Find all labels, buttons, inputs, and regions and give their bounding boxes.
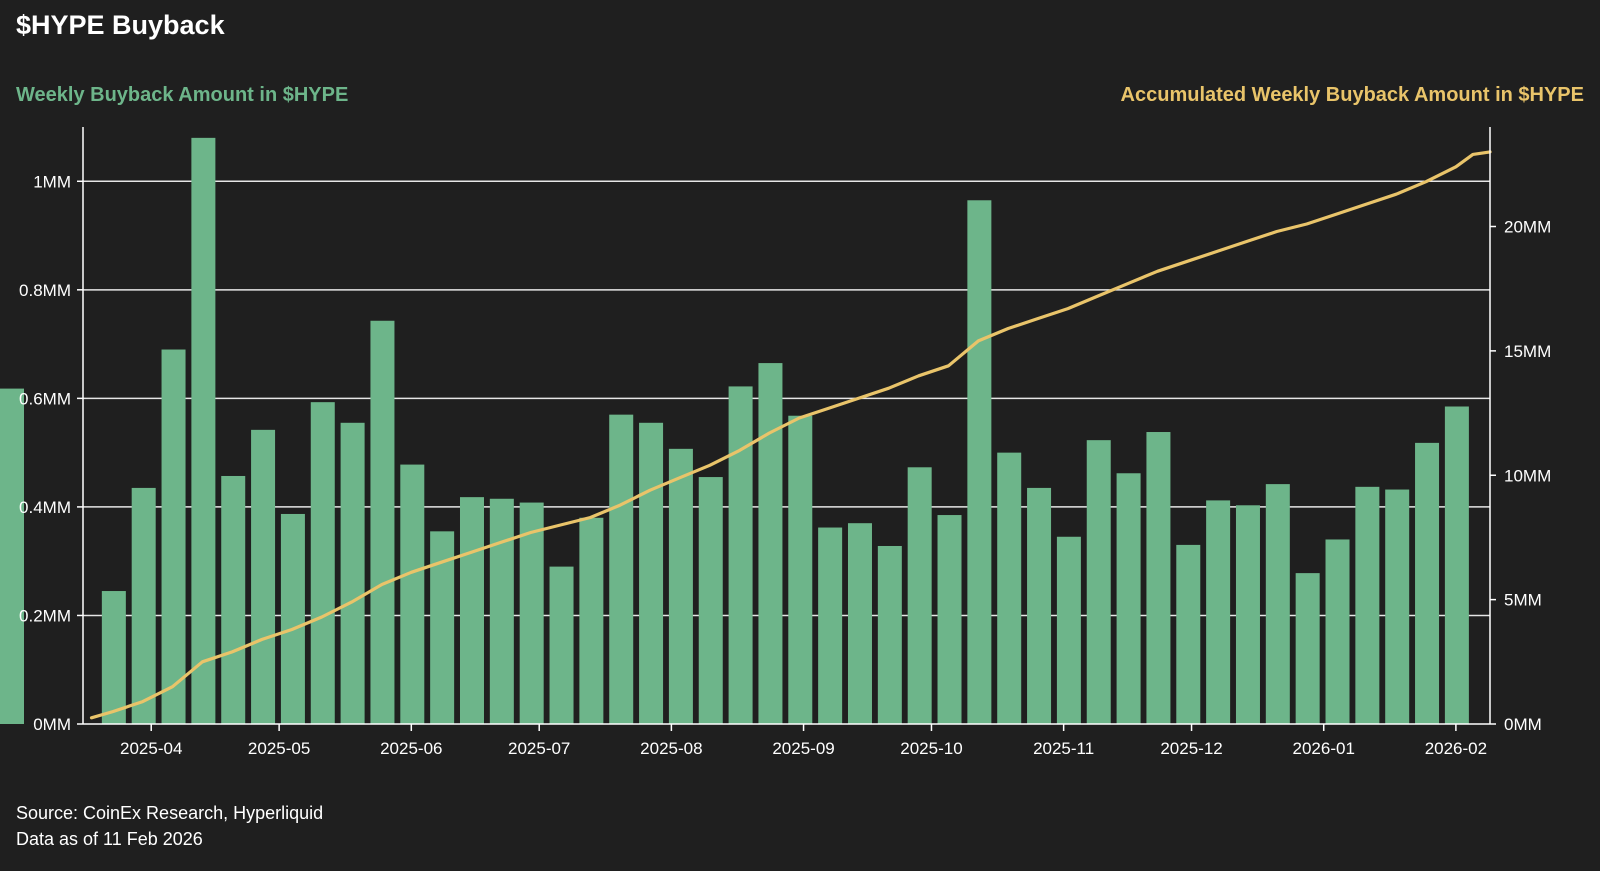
weekly-buyback-bar xyxy=(310,402,335,724)
weekly-buyback-bar xyxy=(1265,484,1290,724)
source-note: Source: CoinEx Research, Hyperliquid xyxy=(16,803,324,823)
left-axis-label: Weekly Buyback Amount in $HYPE xyxy=(16,84,349,106)
weekly-buyback-bar xyxy=(161,349,186,724)
as-of-note: Data as of 11 Feb 2026 xyxy=(16,829,203,849)
weekly-buyback-bar xyxy=(370,320,395,724)
weekly-buyback-bar xyxy=(907,467,932,724)
weekly-buyback-bar xyxy=(1444,406,1469,724)
x-tick-label: 2025-06 xyxy=(380,739,442,758)
x-tick-label: 2025-10 xyxy=(900,739,962,758)
weekly-buyback-bar xyxy=(1146,432,1171,724)
weekly-buyback-bar xyxy=(251,429,276,724)
weekly-buyback-bar xyxy=(877,545,902,724)
chart-title: $HYPE Buyback xyxy=(16,10,225,40)
weekly-buyback-bar xyxy=(0,388,24,724)
right-tick-label: 0MM xyxy=(1504,715,1542,734)
x-tick-label: 2026-01 xyxy=(1293,739,1355,758)
weekly-buyback-bar xyxy=(489,498,514,724)
weekly-buyback-bar xyxy=(280,513,305,724)
weekly-buyback-bar xyxy=(1385,489,1410,724)
right-tick-label: 10MM xyxy=(1504,466,1551,485)
weekly-buyback-bar xyxy=(1027,487,1052,724)
weekly-buyback-bar xyxy=(818,527,843,724)
weekly-buyback-bar xyxy=(1415,442,1440,724)
weekly-buyback-bar xyxy=(758,363,783,724)
weekly-buyback-bar xyxy=(1206,500,1231,724)
axis-layer: 0MM 0.2MM 0.4MM 0.6MM 0.8MM 1MM 0MM 5MM 10MM 15MM… xyxy=(19,127,1551,758)
left-tick-label: 0MM xyxy=(33,715,71,734)
weekly-buyback-bar xyxy=(1056,536,1081,724)
weekly-buyback-bar xyxy=(191,137,216,724)
left-tick-label: 0.2MM xyxy=(19,606,71,625)
footer: Source: CoinEx Research, Hyperliquid Dat… xyxy=(16,800,323,852)
left-tick-label: 0.8MM xyxy=(19,281,71,300)
x-tick-label: 2025-08 xyxy=(640,739,702,758)
weekly-buyback-bar xyxy=(967,200,992,724)
bars-layer xyxy=(0,137,1469,724)
line-layer xyxy=(89,150,1492,720)
x-tick-label: 2025-12 xyxy=(1160,739,1222,758)
weekly-buyback-bar xyxy=(340,422,365,724)
weekly-buyback-bar xyxy=(549,566,574,724)
weekly-buyback-bar xyxy=(639,422,664,724)
left-tick-label: 1MM xyxy=(33,172,71,191)
weekly-buyback-bar xyxy=(788,415,813,724)
right-tick-label: 5MM xyxy=(1504,591,1542,610)
weekly-buyback-bar xyxy=(728,386,753,724)
weekly-buyback-bar xyxy=(668,448,693,724)
weekly-buyback-bar xyxy=(847,523,872,724)
x-tick-label: 2026-02 xyxy=(1425,739,1487,758)
weekly-buyback-bar xyxy=(1355,486,1380,724)
weekly-buyback-bar xyxy=(609,414,634,724)
x-tick-label: 2025-09 xyxy=(772,739,834,758)
x-tick-label: 2025-04 xyxy=(120,739,182,758)
weekly-buyback-bar xyxy=(1176,544,1201,724)
weekly-buyback-bar xyxy=(131,487,156,724)
x-tick-label: 2025-11 xyxy=(1033,739,1094,758)
weekly-buyback-bar xyxy=(1235,505,1260,724)
right-tick-label: 15MM xyxy=(1504,342,1551,361)
weekly-buyback-bar xyxy=(519,502,544,724)
weekly-buyback-bar xyxy=(221,475,246,724)
weekly-buyback-bar xyxy=(101,591,126,724)
weekly-buyback-bar xyxy=(937,515,962,724)
left-tick-label: 0.4MM xyxy=(19,498,71,517)
weekly-buyback-bar xyxy=(1325,539,1350,724)
right-axis-label: Accumulated Weekly Buyback Amount in $HY… xyxy=(1120,84,1584,106)
x-tick-label: 2025-07 xyxy=(508,739,570,758)
weekly-buyback-bar xyxy=(1086,440,1111,724)
weekly-buyback-bar xyxy=(1295,573,1320,724)
weekly-buyback-bar xyxy=(459,497,484,724)
weekly-buyback-bar xyxy=(579,517,604,724)
left-tick-label: 0.6MM xyxy=(19,389,71,408)
x-tick-label: 2025-05 xyxy=(248,739,310,758)
right-tick-label: 20MM xyxy=(1504,218,1551,237)
weekly-buyback-bar xyxy=(400,464,425,724)
weekly-buyback-bar xyxy=(698,477,723,724)
weekly-buyback-bar xyxy=(997,452,1022,724)
weekly-buyback-bar xyxy=(1116,473,1141,724)
accumulated-buyback-line xyxy=(89,150,1492,720)
